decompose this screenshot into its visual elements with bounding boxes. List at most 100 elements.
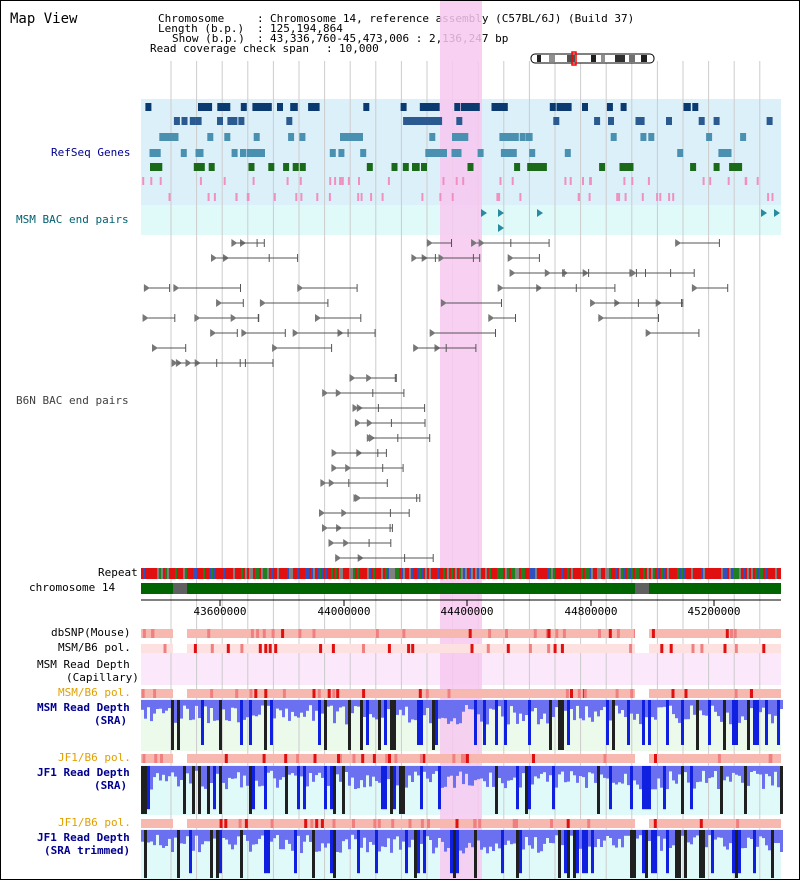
polymorphism-hotspot <box>362 689 366 698</box>
read-depth-bar <box>312 700 315 721</box>
read-depth-bar <box>144 700 147 719</box>
track-label-msm-b6-pol[interactable]: MSM/B6 pol. <box>58 641 131 654</box>
refseq-minor <box>631 177 634 185</box>
ideogram-band <box>615 55 625 62</box>
repeat-element <box>221 568 223 579</box>
read-depth-bar <box>432 700 435 750</box>
bac-pair-end <box>343 539 350 547</box>
read-depth-bar <box>750 830 753 839</box>
read-depth-bar <box>633 830 636 878</box>
track-label-dbsnp[interactable]: dbSNP(Mouse) <box>51 626 131 639</box>
read-depth-bar <box>561 830 564 846</box>
polymorphism-hotspot <box>603 754 607 763</box>
read-depth-bar <box>393 830 396 840</box>
track-label-msm-capillary-sub[interactable]: (Capillary) <box>66 671 139 684</box>
read-depth-bar <box>720 700 723 722</box>
read-depth-bar <box>588 830 591 847</box>
read-depth-bar <box>240 700 243 745</box>
polymorphism-hotspot <box>141 689 145 698</box>
read-depth-bar <box>381 700 384 718</box>
polymorphism-hotspot <box>331 644 335 653</box>
bac-pair-end <box>331 449 338 457</box>
repeat-element <box>637 568 639 579</box>
refseq-gene <box>713 163 720 171</box>
read-depth-bar <box>513 766 516 778</box>
track-label-refseq[interactable]: RefSeq Genes <box>51 146 131 159</box>
repeat-element <box>141 568 143 579</box>
read-depth-bar <box>354 700 357 707</box>
repeat-element <box>503 568 505 579</box>
read-depth-bar <box>444 700 447 719</box>
read-depth-bar <box>651 766 654 790</box>
chromosome-ideogram[interactable] <box>530 51 655 66</box>
repeat-element <box>219 568 221 579</box>
coverage-value: 10,000 <box>339 42 379 55</box>
repeat-element <box>271 568 273 579</box>
track-label-msm-sra-sub[interactable]: (SRA) <box>94 714 128 727</box>
read-depth-bar <box>360 766 363 781</box>
repeat-element <box>207 568 209 579</box>
repeat-element <box>421 568 423 579</box>
read-depth-bar <box>438 700 441 719</box>
refseq-gene <box>706 133 713 141</box>
track-label-msm-capillary[interactable]: MSM Read Depth <box>37 658 130 671</box>
read-depth-bar <box>624 830 627 836</box>
repeat-element <box>675 568 677 579</box>
read-depth-bar <box>654 830 657 874</box>
read-depth-bar <box>357 830 360 874</box>
track-label-repeat[interactable]: Repeat <box>98 566 138 579</box>
repeat-element <box>481 568 483 579</box>
polymorphism-hotspot <box>296 754 300 763</box>
polymorphism-hotspot <box>352 819 355 828</box>
track-label-jf1-b6-pol-trim[interactable]: JF1/B6 pol. <box>58 816 131 829</box>
read-depth-bar <box>261 766 264 786</box>
track-label-chromosome[interactable]: chromosome 14 <box>29 581 116 594</box>
read-depth-bar <box>333 766 336 814</box>
refseq-minor <box>299 177 302 185</box>
polymorphism-hotspot <box>699 819 703 828</box>
repeat-element <box>203 568 205 579</box>
read-depth-bar <box>603 830 606 841</box>
polymorphism-hotspot <box>224 819 228 828</box>
read-depth-bar <box>627 700 630 745</box>
polymorphism-hotspot <box>310 819 314 828</box>
read-depth-bar <box>741 700 744 717</box>
read-depth-bar <box>288 830 291 844</box>
polymorphism-hotspot <box>385 754 389 763</box>
read-depth-bar <box>276 830 279 835</box>
bac-pair-end <box>478 239 485 247</box>
repeat-element <box>171 568 173 579</box>
polymorphism-gap <box>635 819 649 828</box>
read-depth-bar <box>615 766 618 785</box>
bac-pair-end <box>171 359 178 367</box>
track-label-msm-bac[interactable]: MSM BAC end pairs <box>16 213 129 226</box>
read-depth-bar <box>531 830 534 849</box>
repeat-element <box>605 568 607 579</box>
read-depth-bar <box>345 766 348 772</box>
repeat-element <box>561 568 563 579</box>
track-label-jf1-sra-sub[interactable]: (SRA) <box>94 779 128 792</box>
read-depth-bar <box>198 700 201 719</box>
read-depth-bar <box>504 766 507 789</box>
read-depth-bar <box>282 700 285 718</box>
track-label-jf1-b6-pol[interactable]: JF1/B6 pol. <box>58 751 131 764</box>
track-label-msm-b6-pol-sra[interactable]: MSM/B6 pol. <box>58 686 131 699</box>
track-label-b6n-bac[interactable]: B6N BAC end pairs <box>16 394 129 407</box>
read-depth-bar <box>258 830 261 839</box>
repeat-element <box>361 568 363 579</box>
track-label-jf1-trimmed[interactable]: JF1 Read Depth <box>37 831 130 844</box>
read-depth-bar <box>759 830 762 837</box>
read-depth-bar <box>759 766 762 775</box>
track-label-msm-sra[interactable]: MSM Read Depth <box>37 701 130 714</box>
track-label-jf1-sra[interactable]: JF1 Read Depth <box>37 766 130 779</box>
track-label-jf1-trimmed-sub[interactable]: (SRA trimmed) <box>44 844 131 857</box>
refseq-gene <box>240 103 247 111</box>
read-depth-bar <box>489 830 492 847</box>
read-depth-bar <box>720 830 723 838</box>
read-depth-bar <box>441 700 444 718</box>
refseq-gene <box>224 133 231 141</box>
read-depth-bar <box>414 700 417 721</box>
read-depth-bar <box>495 830 498 844</box>
read-depth-bar <box>381 766 384 810</box>
